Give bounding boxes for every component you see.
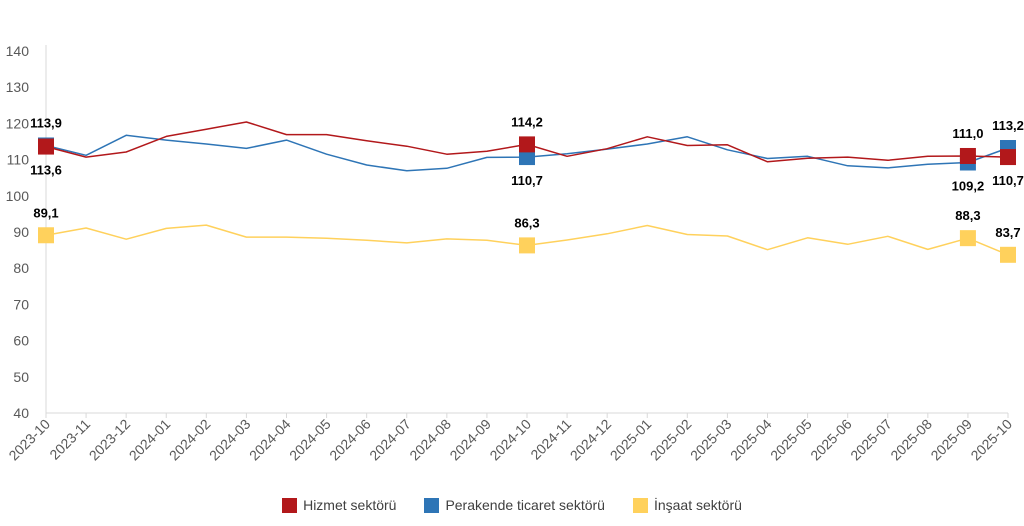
x-tick-label: 2024-04 [246, 416, 294, 464]
x-tick-label: 2024-07 [366, 416, 414, 464]
x-tick-label: 2024-12 [567, 416, 615, 464]
data-point-marker [1000, 246, 1016, 263]
data-label: 110,7 [511, 173, 543, 188]
x-tick-label: 2025-04 [727, 416, 775, 464]
x-tick-label: 2025-03 [687, 416, 735, 464]
x-tick-label: 2025-05 [767, 416, 815, 464]
data-point-marker [1000, 149, 1016, 166]
y-axis: 40 50 60 70 80 90 100 110 120 130 140 [6, 43, 47, 421]
data-labels: 113,6 114,2 111,0 110,7 113,9 110,7 109,2 113,2… [30, 114, 1024, 239]
x-tick-label: 2025-07 [847, 416, 895, 464]
data-point-marker [519, 149, 535, 166]
x-tick-label: 2025-02 [647, 416, 695, 464]
y-tick-label: 100 [6, 188, 30, 204]
x-tick-label: 2024-01 [126, 416, 174, 464]
data-label: 83,7 [995, 225, 1020, 240]
data-point-marker [519, 136, 535, 153]
x-tick-label: 2024-02 [166, 416, 214, 464]
y-tick-label: 40 [13, 405, 29, 421]
data-label: 86,3 [514, 215, 539, 230]
y-tick-label: 80 [13, 260, 29, 276]
x-tick-label: 2025-01 [607, 416, 655, 464]
data-point-marker [959, 147, 976, 164]
legend-item-perakende: Perakende ticaret sektörü [424, 497, 605, 513]
y-tick-label: 130 [6, 79, 30, 95]
y-tick-label: 50 [13, 369, 29, 385]
legend-label-hizmet: Hizmet sektörü [303, 497, 397, 513]
data-label: 114,2 [511, 114, 543, 129]
x-axis: 2023-102023-112023-122024-012024-022024-… [5, 412, 1015, 464]
series-markers [38, 136, 1016, 263]
legend-swatch-hizmet [282, 497, 298, 513]
x-tick-label: 2024-08 [406, 416, 454, 464]
x-tick-label: 2025-08 [887, 416, 935, 464]
data-label: 88,3 [955, 208, 980, 223]
y-tick-label: 140 [6, 43, 30, 59]
data-point-marker [959, 230, 976, 247]
data-label: 111,0 [952, 126, 983, 141]
data-label: 110,7 [992, 173, 1024, 188]
x-tick-label: 2025-09 [927, 416, 975, 464]
x-tick-label: 2024-10 [486, 416, 534, 464]
x-tick-label: 2023-10 [5, 416, 53, 464]
x-tick-label: 2024-11 [527, 416, 574, 463]
x-tick-label: 2023-12 [86, 416, 134, 464]
data-point-marker [38, 138, 54, 155]
x-tick-label: 2024-05 [286, 416, 334, 464]
data-label: 113,9 [30, 115, 62, 130]
y-tick-label: 110 [7, 152, 30, 168]
x-tick-label: 2023-11 [46, 416, 93, 463]
data-label: 89,1 [33, 205, 58, 220]
y-tick-label: 60 [13, 333, 29, 349]
legend-label-insaat: İnşaat sektörü [653, 497, 742, 513]
x-tick-label: 2025-06 [807, 416, 855, 464]
x-tick-label: 2024-03 [206, 416, 254, 464]
x-tick-label: 2025-10 [967, 416, 1015, 464]
legend-swatch-perakende [424, 497, 440, 513]
data-label: 109,2 [952, 178, 985, 193]
y-tick-label: 120 [6, 115, 30, 131]
legend-label-perakende: Perakende ticaret sektörü [445, 497, 605, 513]
legend-item-insaat: İnşaat sektörü [632, 497, 742, 513]
legend-swatch-insaat [632, 497, 648, 513]
legend: Hizmet sektörü Perakende ticaret sektörü… [0, 494, 1024, 516]
x-tick-label: 2024-09 [446, 416, 494, 464]
y-tick-label: 90 [13, 224, 29, 240]
y-tick-label: 70 [13, 296, 29, 312]
data-point-marker [519, 237, 535, 254]
x-tick-label: 2024-06 [326, 416, 374, 464]
legend-item-hizmet: Hizmet sektörü [282, 497, 396, 513]
data-label: 113,6 [30, 163, 62, 178]
data-point-marker [38, 227, 54, 244]
data-label: 113,2 [992, 118, 1024, 133]
